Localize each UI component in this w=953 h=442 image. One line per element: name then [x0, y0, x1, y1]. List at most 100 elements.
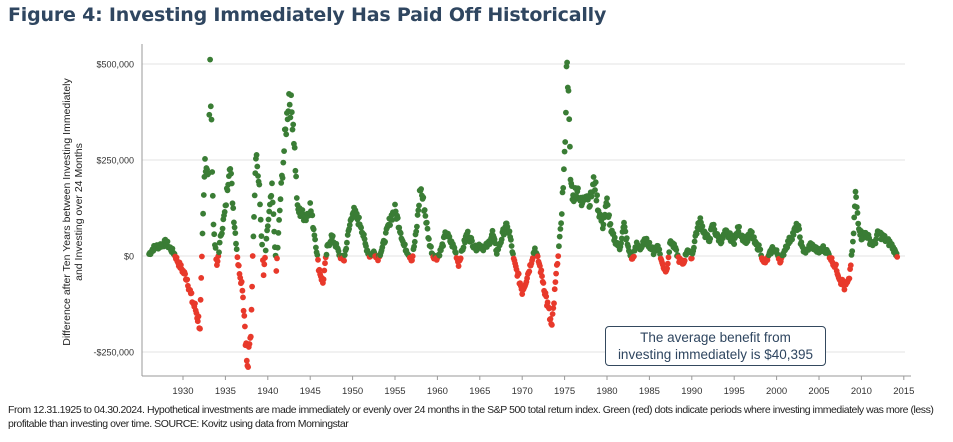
- data-point: [195, 313, 202, 320]
- data-point: [855, 220, 862, 227]
- data-point: [566, 116, 573, 123]
- data-point: [313, 244, 319, 251]
- data-point: [452, 249, 459, 256]
- data-point: [257, 216, 264, 223]
- data-point: [606, 212, 612, 219]
- data-point: [197, 296, 204, 303]
- data-point: [241, 312, 248, 319]
- data-point: [464, 228, 471, 235]
- data-point: [315, 256, 321, 263]
- data-point: [223, 202, 230, 209]
- data-point: [563, 109, 569, 116]
- data-point: [238, 278, 245, 285]
- data-point: [426, 236, 432, 242]
- data-point: [446, 233, 453, 240]
- data-point: [231, 219, 237, 226]
- x-tick-label: 2000: [766, 386, 787, 397]
- x-tick-label: 1955: [384, 386, 405, 397]
- data-point: [854, 210, 861, 216]
- data-point: [556, 233, 563, 240]
- data-point: [288, 92, 294, 99]
- data-point: [841, 286, 848, 293]
- data-point: [233, 240, 239, 247]
- data-point: [212, 245, 219, 251]
- data-point: [592, 179, 599, 186]
- data-point: [549, 322, 555, 328]
- data-point: [346, 222, 353, 228]
- data-point: [707, 235, 714, 242]
- data-point: [894, 254, 901, 260]
- data-point: [291, 144, 298, 151]
- data-point: [457, 255, 464, 262]
- data-point: [462, 239, 468, 246]
- data-point: [273, 268, 280, 274]
- data-point: [283, 131, 290, 138]
- data-point: [361, 231, 367, 238]
- data-point: [292, 167, 299, 174]
- data-point: [277, 196, 284, 203]
- x-tick-label: 1980: [596, 386, 617, 397]
- data-point: [498, 236, 505, 243]
- data-point: [264, 227, 270, 234]
- data-point: [269, 180, 275, 187]
- data-point: [621, 219, 627, 226]
- data-point: [262, 254, 268, 261]
- data-point: [657, 251, 663, 257]
- data-point: [422, 213, 429, 219]
- y-axis-label-line2: and Investing over 24 Months: [73, 143, 85, 281]
- data-point: [590, 174, 597, 180]
- data-point: [418, 186, 424, 192]
- data-point: [231, 224, 238, 231]
- data-point: [240, 307, 247, 314]
- data-point: [382, 238, 388, 245]
- data-point: [288, 109, 295, 116]
- data-point: [564, 59, 570, 66]
- data-point: [421, 207, 428, 213]
- data-point: [532, 245, 538, 252]
- data-point: [849, 248, 856, 255]
- data-point: [551, 286, 558, 293]
- data-point: [710, 221, 717, 228]
- data-point: [731, 241, 738, 248]
- data-point: [358, 224, 364, 231]
- data-point: [631, 253, 637, 260]
- data-point: [736, 223, 742, 230]
- data-point: [251, 192, 258, 199]
- data-point: [323, 251, 330, 258]
- data-point: [555, 253, 562, 259]
- data-point: [749, 229, 755, 236]
- y-tick-label: -$250,000: [93, 348, 134, 358]
- data-point: [413, 228, 420, 235]
- data-point: [493, 251, 500, 257]
- data-point: [411, 238, 418, 245]
- data-point: [208, 116, 215, 123]
- data-point: [200, 210, 207, 217]
- data-point: [664, 265, 670, 272]
- data-point: [607, 221, 614, 227]
- data-point: [688, 255, 695, 262]
- data-point: [666, 249, 673, 256]
- data-point: [239, 287, 246, 294]
- data-point: [790, 231, 797, 238]
- data-point: [341, 252, 348, 258]
- data-point: [310, 226, 317, 233]
- data-point: [847, 262, 854, 269]
- gridlines: [142, 63, 905, 353]
- data-point: [250, 233, 257, 240]
- data-point: [290, 121, 297, 128]
- scatter-chart: $500,000 $250,000 $0 -$250,000 1930 1935 1940 1…: [61, 44, 914, 397]
- data-point: [282, 126, 289, 133]
- data-point: [307, 200, 314, 206]
- data-point: [489, 227, 496, 234]
- data-point: [188, 290, 195, 296]
- data-point: [559, 189, 566, 196]
- data-point: [210, 221, 217, 228]
- data-point: [192, 300, 198, 307]
- data-point: [202, 156, 208, 162]
- data-point: [235, 262, 242, 269]
- data-point: [289, 126, 296, 133]
- data-point: [197, 325, 203, 332]
- data-point: [846, 275, 853, 282]
- data-point: [394, 215, 401, 221]
- data-point: [216, 249, 222, 256]
